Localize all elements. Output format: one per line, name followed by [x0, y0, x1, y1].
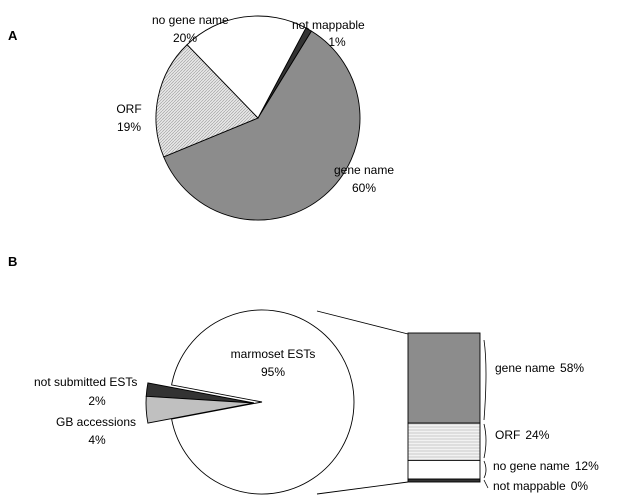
pie-chart-b-small-slices — [145, 382, 255, 424]
bar-value-not-mappable: 0% — [571, 479, 589, 493]
panel-letter-b: B — [8, 254, 17, 269]
bar-value-orf: 24% — [525, 428, 549, 442]
bar-label-no-gene-name: no gene name 12% — [493, 459, 599, 473]
pieA-value-orf: 19% — [117, 120, 141, 134]
pieB-label-not-submitted: not submitted ESTs — [34, 375, 137, 389]
bar-label-no-gene-name-text: no gene name — [493, 459, 570, 473]
bar-value-no-gene-name: 12% — [575, 459, 599, 473]
pie-chart-b-main-slice — [171, 309, 355, 495]
pieB-slice-gb-accessions — [145, 395, 255, 424]
bar-label-orf: ORF 24% — [495, 428, 550, 442]
stacked-bar-b — [407, 332, 481, 483]
pieA-value-no-gene-name: 20% — [173, 31, 197, 45]
pie-chart-a — [155, 15, 361, 221]
bracket-no-gene-name — [483, 460, 487, 479]
pieB-slice-marmoset-ests — [171, 309, 355, 495]
pieB-value-marmoset-ests: 95% — [261, 365, 285, 379]
bar-value-gene-name: 58% — [560, 361, 584, 375]
bracket-not-mappable — [483, 479, 489, 489]
pieB-value-not-submitted: 2% — [88, 394, 106, 408]
pieA-label-gene-name: gene name — [334, 163, 394, 177]
pieA-label-not-mappable: not mappable — [292, 18, 365, 32]
bar-seg-no-gene-name — [407, 459, 481, 480]
pieB-value-gb-accessions: 4% — [88, 433, 106, 447]
bar-label-brackets — [483, 339, 489, 489]
bar-label-not-mappable: not mappable 0% — [493, 479, 588, 493]
bar-seg-gene-name — [407, 332, 481, 424]
bar-label-gene-name-text: gene name — [495, 361, 555, 375]
pieA-value-not-mappable: 1% — [328, 35, 346, 49]
bar-seg-not-mappable — [407, 478, 481, 483]
pieB-label-marmoset-ests: marmoset ESTs — [231, 347, 316, 361]
bar-label-gene-name: gene name 58% — [495, 361, 584, 375]
bar-seg-orf — [407, 422, 481, 461]
bar-label-orf-text: ORF — [495, 428, 520, 442]
pieA-value-gene-name: 60% — [352, 181, 376, 195]
pieA-slice-no-gene-name — [186, 15, 307, 119]
bar-label-not-mappable-text: not mappable — [493, 479, 566, 493]
pieA-label-no-gene-name: no gene name — [152, 13, 229, 27]
panel-letter-a: A — [8, 28, 18, 43]
connector-bottom — [316, 481, 409, 495]
bracket-gene-name — [483, 339, 487, 421]
pieA-slice-gene-name — [163, 30, 361, 221]
bracket-orf — [483, 423, 487, 459]
pieA-label-orf: ORF — [116, 102, 141, 116]
connector-top — [316, 310, 409, 335]
pieB-label-gb-accessions: GB accessions — [56, 415, 136, 429]
pieA-slice-orf — [155, 43, 259, 158]
